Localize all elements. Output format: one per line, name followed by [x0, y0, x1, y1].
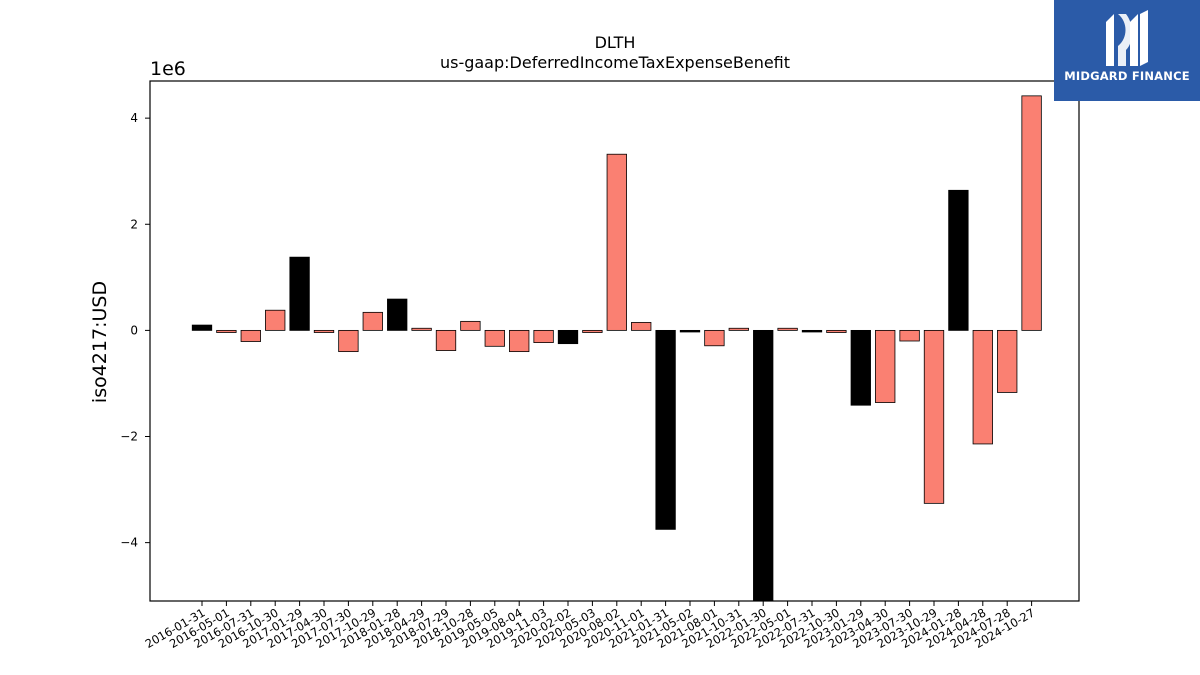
bar-2022-01-30 — [753, 329, 774, 602]
y-tick-label: −2 — [120, 430, 138, 444]
bar-2024-04-28 — [972, 329, 993, 445]
bar-2023-10-29 — [923, 329, 945, 504]
bar-2019-05-05 — [484, 329, 505, 347]
bar-2020-02-02 — [557, 329, 579, 345]
bar-2022-07-31 — [801, 329, 823, 333]
bar-2016-10-30 — [265, 309, 286, 331]
y-tick-label: −4 — [120, 536, 138, 550]
bar-2021-01-31 — [655, 329, 676, 530]
bars-group — [191, 95, 1042, 602]
bar-2017-04-30 — [313, 329, 335, 333]
y-tick-label: 2 — [130, 217, 138, 231]
bar-2023-04-30 — [875, 329, 896, 403]
bar-2017-01-29 — [289, 256, 310, 331]
bar-2017-07-30 — [338, 329, 359, 353]
bar-2020-08-02 — [606, 153, 627, 331]
bar-2018-01-28 — [387, 298, 408, 331]
y-offset-label: 1e6 — [150, 58, 186, 80]
bar-2019-11-03 — [533, 329, 554, 343]
logo-text: MIDGARD FINANCE — [1064, 69, 1190, 83]
bar-2024-10-27 — [1021, 95, 1042, 331]
bar-2024-07-28 — [997, 329, 1018, 393]
bar-2019-08-04 — [509, 329, 530, 353]
bar-2022-10-30 — [826, 329, 847, 333]
bar-2020-05-03 — [582, 329, 603, 333]
midgard-finance-logo: MIDGARD FINANCE — [1054, 0, 1200, 101]
bar-2016-07-31 — [240, 329, 261, 342]
y-axis-label: iso4217:USD — [89, 281, 111, 403]
bar-2018-04-29 — [411, 327, 432, 331]
bar-2023-07-30 — [899, 329, 920, 342]
bar-2018-10-28 — [460, 320, 481, 331]
bar-2024-01-28 — [948, 189, 969, 331]
y-ticks-group: −4 −2 0 2 4 — [120, 111, 150, 550]
midgard-logo-icon — [1106, 10, 1148, 66]
chart-subtitle: us-gaap:DeferredIncomeTaxExpenseBenefit — [440, 53, 790, 72]
bar-2021-10-31 — [728, 327, 749, 331]
y-tick-label: 4 — [130, 111, 138, 125]
bar-2017-10-29 — [362, 311, 383, 331]
y-tick-label: 0 — [130, 323, 138, 337]
x-ticks-group: 2016-01-312016-05-012016-07-312016-10-30… — [143, 601, 1037, 651]
bar-2022-05-01 — [777, 327, 798, 331]
bar-2016-01-31 — [191, 324, 213, 331]
plot-frame — [149, 80, 1080, 602]
chart-title: DLTH — [595, 33, 636, 52]
bar-2020-11-01 — [631, 322, 652, 331]
bar-2016-05-01 — [216, 329, 237, 333]
bar-2021-05-02 — [679, 329, 701, 333]
bar-2023-01-29 — [850, 329, 871, 406]
bar-2021-08-01 — [704, 329, 725, 347]
bar-2018-07-29 — [435, 329, 457, 351]
